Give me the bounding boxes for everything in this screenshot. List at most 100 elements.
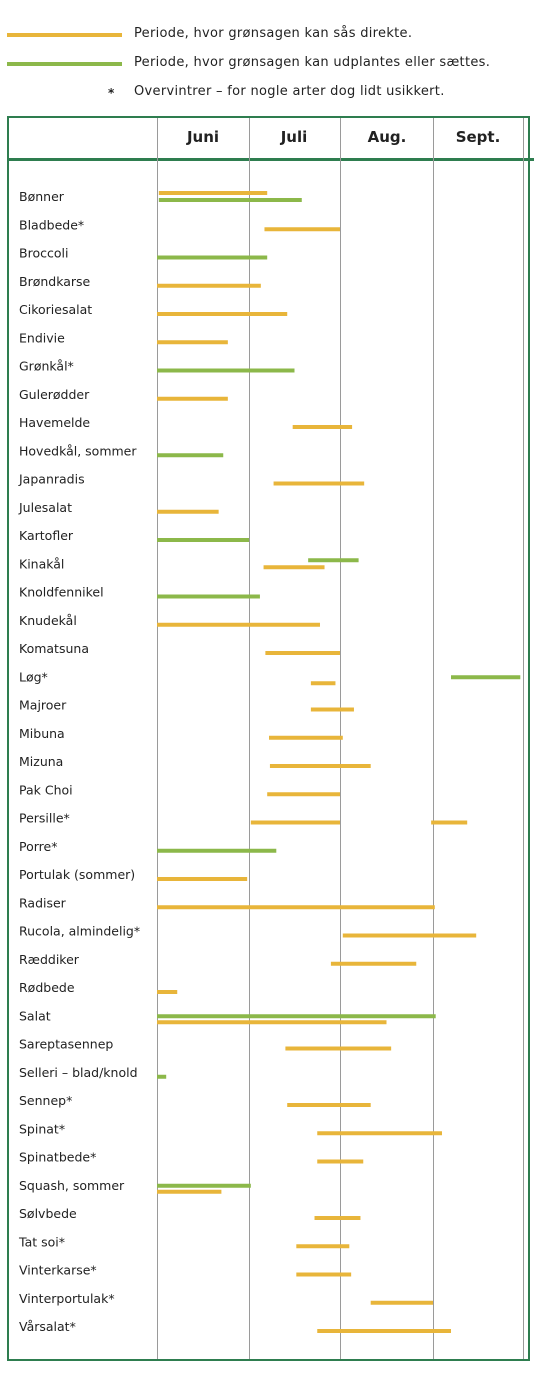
sow-period-bar [317,1131,442,1136]
sow-period-bar [157,283,261,288]
row-label: Bladbede* [19,217,84,232]
month-header-juni: Juni [186,128,220,146]
legend-overwinter: * Overvintrer – for nogle arter dog lidt… [0,83,540,103]
row-label: Persille* [19,811,70,826]
sow-period-bar [330,961,417,966]
row-label: Portulak (sommer) [19,867,135,882]
row-label: Knoldfennikel [19,585,104,600]
row-label: Brøndkarse [19,274,91,289]
gridline-juli [249,118,250,1359]
legend-plant: Periode, hvor grønsagen kan udplantes el… [0,54,540,74]
row-label: Bønner [19,189,65,204]
plant-period-bar [308,558,359,563]
plant-period-bar [157,255,268,260]
plant-period-bar [158,198,302,202]
row-label: Radiser [19,895,67,910]
row-label: Komatsuna [19,641,89,656]
row-label: Porre* [19,839,57,854]
sow-period-bar [310,681,336,686]
sow-period-bar [342,933,477,938]
legend-sow-label: Periode, hvor grønsagen kan sås direkte. [134,26,413,41]
sow-period-bar [157,340,228,345]
gridline-end [523,118,524,1359]
row-label: Knudekål [19,613,77,628]
row-label: Gulerødder [19,387,90,402]
row-label: Ræddiker [19,952,80,967]
plant-period-bar [157,1183,251,1188]
chart-frame [7,116,530,1361]
sow-period-bar [287,1103,371,1107]
plant-period-bar [157,1014,436,1019]
row-label: Japanradis [18,472,85,487]
sow-period-bar [157,509,219,514]
sow-period-bar [157,877,248,881]
sow-period-bar [296,1272,352,1277]
row-label: Tat soi* [18,1234,65,1249]
sow-period-bar [263,565,325,570]
sow-period-bar [265,651,340,655]
header-divider [7,158,534,161]
row-label: Løg* [19,669,48,684]
row-label: Rødbede [19,980,75,995]
plant-period-bar [451,675,521,680]
sow-period-bar [285,1046,392,1051]
row-label: Squash, sommer [19,1178,125,1193]
sow-period-bar [157,312,288,316]
sow-period-bar [296,1244,350,1249]
sow-period-bar [157,1189,222,1194]
legend: Periode, hvor grønsagen kan sås direkte.… [0,0,540,110]
row-label: Sølvbede [19,1206,77,1221]
row-label: Salat [19,1008,51,1023]
row-label: Mizuna [19,754,63,769]
sow-period-bar [370,1300,433,1305]
row-label: Sennep* [19,1093,72,1108]
asterisk-icon: * [108,86,115,100]
row-label: Kinakål [19,556,64,571]
row-label: Sareptasennep [19,1037,113,1052]
sow-period-bar [157,622,320,627]
row-label: Vinterkarse* [19,1263,97,1278]
gridline-start [157,118,158,1359]
row-label: Grønkål* [19,359,74,374]
sow-period-bar [314,1216,361,1220]
row-label: Mibuna [19,726,65,741]
sow-period-bar [273,481,365,486]
gridline-sept [433,118,434,1359]
legend-sow-swatch [7,33,122,37]
plant-period-bar [157,453,224,458]
plant-period-bar [157,1074,167,1079]
sow-period-bar [317,1329,451,1333]
sow-period-bar [267,792,340,797]
sow-period-bar [269,735,343,740]
row-label: Spinatbede* [19,1150,96,1165]
row-label: Vårsalat* [19,1319,76,1334]
row-label: Kartofler [19,528,74,543]
row-label: Cikoriesalat [19,302,92,317]
legend-overwinter-label: Overvintrer – for nogle arter dog lidt u… [134,84,445,99]
row-label: Vinterportulak* [19,1291,115,1306]
month-header-juli: Juli [280,128,308,146]
row-label: Endivie [19,330,65,345]
row-label: Hovedkål, sommer [19,443,137,458]
sow-period-bar [250,820,340,825]
legend-sow: Periode, hvor grønsagen kan sås direkte. [0,25,540,45]
sow-period-bar [269,764,371,768]
sow-period-bar [157,990,178,994]
plant-period-bar [157,848,277,853]
plant-period-bar [157,594,260,599]
sow-period-bar [157,1020,387,1025]
sow-period-bar [317,1159,364,1164]
row-label: Rucola, almindelig* [19,924,140,939]
sow-period-bar [157,396,228,401]
row-label: Selleri – blad/knold [19,1065,138,1080]
sow-period-bar [157,905,435,910]
plant-period-bar [157,368,295,373]
row-label: Majroer [19,698,67,713]
legend-plant-swatch [7,62,122,66]
sow-period-bar [264,227,340,232]
month-header-aug: Aug. [367,128,407,146]
row-label: Havemelde [19,415,90,430]
row-label: Julesalat [18,500,72,515]
row-label: Broccoli [19,246,68,261]
